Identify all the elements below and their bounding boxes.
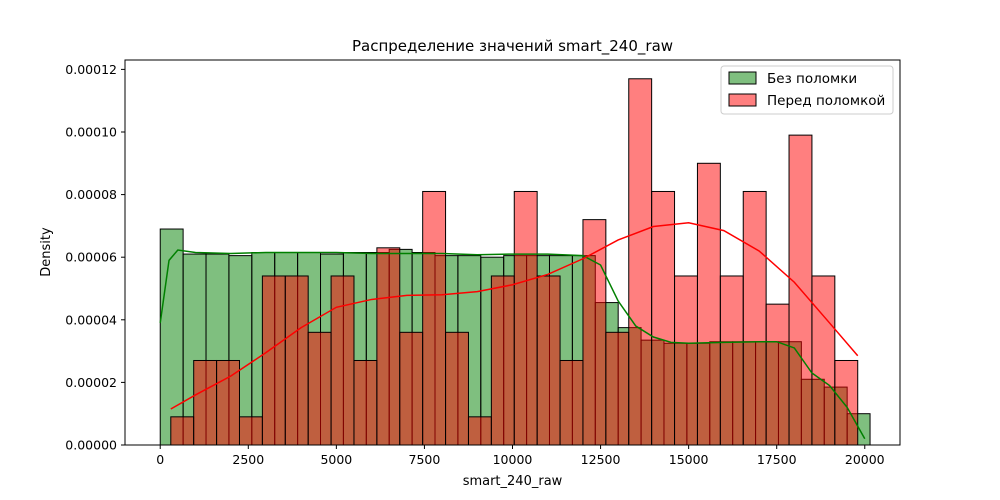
histogram-bar	[811, 275, 836, 446]
histogram-bar	[307, 331, 332, 446]
histogram-bar	[261, 275, 286, 446]
y-axis-ticks: 0.00000 0.00002 0.00004 0.00006 0.00008 0.000…	[65, 62, 125, 453]
histogram-bar	[536, 275, 561, 446]
y-tick-label: 0.00006	[65, 250, 117, 265]
histogram-bar	[490, 275, 515, 446]
legend-label-before-failure: Перед поломкой	[767, 93, 885, 109]
histogram-bar	[559, 359, 584, 446]
x-tick-label: 10000	[493, 452, 533, 467]
kde-lines	[159, 222, 866, 440]
x-axis-ticks: 0 2500 5000 7500 10000 12500 15000 17500 20000	[156, 445, 885, 467]
y-axis-label: Density	[39, 227, 54, 277]
x-tick-label: 20000	[845, 452, 885, 467]
histogram-bar	[605, 331, 630, 446]
histogram-bar	[651, 190, 676, 446]
histogram-bar	[238, 416, 263, 446]
legend: Без поломки Перед поломкой	[720, 65, 894, 115]
x-tick-label: 7500	[409, 452, 441, 467]
histogram-bar	[399, 331, 424, 446]
x-tick-label: 15000	[669, 452, 709, 467]
y-tick-label: 0.00002	[65, 375, 117, 390]
histogram-bar	[376, 247, 401, 446]
legend-swatch-no-failure	[728, 71, 757, 85]
histogram-bar	[513, 190, 538, 446]
x-tick-label: 5000	[320, 452, 352, 467]
histogram-bar	[742, 190, 767, 446]
histogram-bar	[422, 190, 447, 446]
histogram-bar	[467, 416, 492, 446]
histogram-bar	[765, 303, 790, 446]
y-tick-label: 0.00012	[65, 62, 117, 77]
histogram-bar	[193, 359, 218, 446]
histogram-bar	[696, 162, 721, 446]
x-tick-label: 17500	[757, 452, 797, 467]
histogram-bar	[834, 359, 859, 446]
chart-title: Распределение значений smart_240_raw	[352, 37, 673, 56]
histogram-bar	[445, 331, 469, 446]
histogram-bar	[628, 78, 653, 446]
histogram-bar	[719, 275, 744, 446]
legend-box	[720, 65, 894, 115]
legend-swatch-before-failure	[728, 93, 757, 107]
y-tick-label: 0.00004	[65, 312, 117, 327]
x-axis-label: smart_240_raw	[463, 474, 563, 489]
histogram-bar	[353, 359, 378, 446]
legend-label-no-failure: Без поломки	[767, 71, 857, 87]
histogram-bar	[159, 228, 184, 446]
x-tick-label: 2500	[232, 452, 264, 467]
x-tick-label: 12500	[581, 452, 621, 467]
y-tick-label: 0.00000	[65, 438, 117, 453]
histogram-bar	[284, 275, 309, 446]
histogram-bar	[674, 275, 698, 446]
x-tick-label: 0	[156, 452, 164, 467]
y-tick-label: 0.00010	[65, 124, 117, 139]
kde-line	[159, 249, 866, 440]
kde-line	[170, 222, 859, 410]
histogram-bar	[330, 275, 355, 446]
histogram-bar	[170, 416, 195, 446]
y-tick-label: 0.00008	[65, 187, 117, 202]
